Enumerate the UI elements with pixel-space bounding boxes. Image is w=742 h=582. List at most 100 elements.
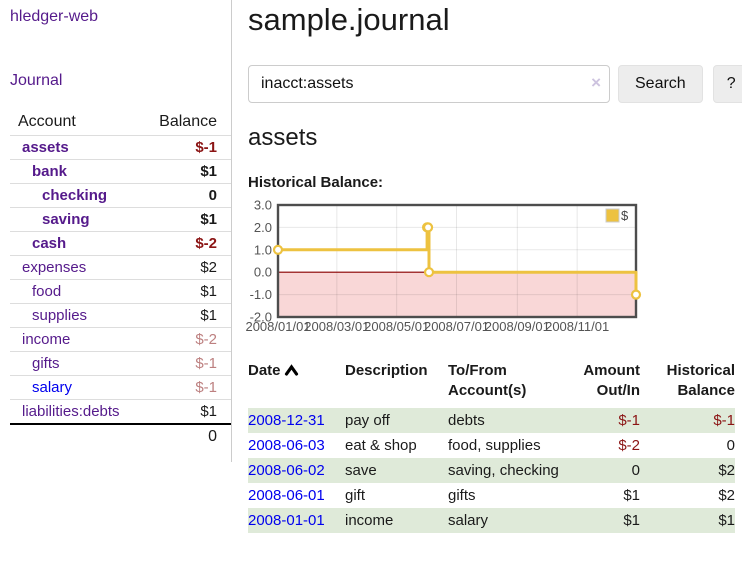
historical-balance-chart: $3.0 2.0 1.0 0.0 -1.0 -2.0 2008/01/01 2008/03/0… <box>245 198 742 340</box>
col-balance: Historical Balance <box>666 362 735 399</box>
account-row: liabilities:debts $1 <box>10 399 231 424</box>
clear-search-icon[interactable]: × <box>591 73 601 92</box>
y-tick-label: 3.0 <box>254 198 272 213</box>
legend-swatch-icon <box>605 208 620 223</box>
account-name-cell: income <box>10 327 138 352</box>
sidebar-account-link-assets[interactable]: assets <box>22 139 69 156</box>
sidebar-account-link-expenses[interactable]: expenses <box>22 259 87 276</box>
register-amount: $1 <box>623 512 640 529</box>
register-row: 2008-06-03 eat & shop food, supplies $-2 0 <box>248 433 735 458</box>
transaction-date-link[interactable]: 2008-06-03 <box>248 437 325 454</box>
account-balance: $-2 <box>137 327 231 352</box>
account-row: checking 0 <box>10 183 231 208</box>
transaction-date-link[interactable]: 2008-01-01 <box>248 512 325 529</box>
register-balance: $-1 <box>713 412 735 429</box>
register-date-cell: 2008-01-01 <box>248 508 345 533</box>
sidebar: hledger-web Journal Account Balance asse… <box>0 0 232 462</box>
register-accounts: food, supplies <box>448 437 541 454</box>
account-row: bank $1 <box>10 159 231 184</box>
transaction-date-link[interactable]: 2008-12-31 <box>248 412 325 429</box>
col-date-sort[interactable]: Date <box>248 361 345 408</box>
register-accounts: gifts <box>448 487 476 504</box>
account-name-cell: cash <box>10 231 138 256</box>
sidebar-account-link-gifts[interactable]: gifts <box>32 355 60 372</box>
app-title-link[interactable]: hledger-web <box>10 8 99 25</box>
sidebar-account-link-income[interactable]: income <box>22 331 71 348</box>
register-amount: 0 <box>631 462 640 479</box>
account-row: cash $-2 <box>10 231 231 256</box>
negative-region <box>278 272 636 317</box>
register-amount: $-2 <box>618 437 640 454</box>
accounts-total-value: 0 <box>137 423 231 448</box>
register-amount: $-1 <box>618 412 640 429</box>
register-description: pay off <box>345 412 390 429</box>
sidebar-account-link-bank[interactable]: bank <box>32 163 68 180</box>
chart-point <box>422 222 434 233</box>
col-date-label: Date <box>248 362 281 379</box>
sidebar-account-link-liabilities-debts[interactable]: liabilities:debts <box>22 403 120 420</box>
col-description: Description <box>345 362 428 379</box>
search-button[interactable]: Search <box>618 65 703 103</box>
register-table: Date Description To/From Account(s) Amou… <box>248 361 735 533</box>
search-input-wrap: × <box>248 65 610 103</box>
x-tick-label: 2008/01/01 <box>245 319 310 334</box>
register-description: gift <box>345 487 366 504</box>
search-form: × Search ? <box>248 65 742 103</box>
account-balance: 0 <box>137 183 231 208</box>
page-title: sample.journal <box>248 2 450 37</box>
account-name-cell: supplies <box>10 303 138 328</box>
col-amount: Amount Out/In <box>583 362 640 399</box>
account-balance: $1 <box>137 303 231 328</box>
sidebar-account-link-saving[interactable]: saving <box>42 211 90 228</box>
sidebar-account-link-food[interactable]: food <box>32 283 62 300</box>
account-name-cell: food <box>10 279 138 304</box>
accounts-table: Account Balance assets $-1 bank $1 checking 0… <box>10 111 231 448</box>
register-accounts: salary <box>448 512 489 529</box>
register-balance: $2 <box>718 487 735 504</box>
sidebar-account-link-checking[interactable]: checking <box>42 187 108 204</box>
account-name-cell: salary <box>10 375 138 400</box>
account-balance: $1 <box>137 399 231 424</box>
account-balance: $-2 <box>137 231 231 256</box>
account-balance: $-1 <box>137 351 231 376</box>
journal-nav: Journal <box>10 72 231 90</box>
account-row: expenses $2 <box>10 255 231 280</box>
account-row: saving $1 <box>10 207 231 232</box>
help-button[interactable]: ? <box>712 65 742 103</box>
account-name-cell: gifts <box>10 351 138 376</box>
main-content: sample.journal × Search ? assets Histori… <box>232 0 742 533</box>
register-accounts: saving, checking <box>448 462 559 479</box>
account-name-cell: bank <box>10 159 138 184</box>
accounts-body: assets $-1 bank $1 checking 0 saving $1 cash $-2 e… <box>10 135 231 424</box>
account-balance: $2 <box>137 255 231 280</box>
transaction-date-link[interactable]: 2008-06-01 <box>248 487 325 504</box>
chart-point <box>272 244 284 255</box>
account-name-cell: saving <box>10 207 138 232</box>
register-header-row: Date Description To/From Account(s) Amou… <box>248 361 735 408</box>
y-tick-label: 2.0 <box>254 220 272 235</box>
x-tick-label: 2008/05/01 <box>364 319 429 334</box>
transaction-date-link[interactable]: 2008-06-02 <box>248 462 325 479</box>
x-tick-label: 2008/03/01 <box>304 319 369 334</box>
x-tick-label: 2008/11/01 <box>545 319 609 334</box>
search-input[interactable] <box>248 65 610 103</box>
sidebar-account-link-cash[interactable]: cash <box>32 235 67 252</box>
col-accounts: To/From Account(s) <box>448 362 527 399</box>
register-date-cell: 2008-06-03 <box>248 433 345 458</box>
legend-label: $ <box>621 208 629 223</box>
account-heading: assets <box>248 124 318 151</box>
register-row: 2008-06-01 gift gifts $1 $2 <box>248 483 735 508</box>
sidebar-item-journal[interactable]: Journal <box>10 72 63 89</box>
y-tick-label: 1.0 <box>254 242 272 257</box>
register-date-cell: 2008-06-02 <box>248 458 345 483</box>
accounts-total-spacer <box>10 423 138 448</box>
register-row: 2008-06-02 save saving, checking 0 $2 <box>248 458 735 483</box>
sidebar-account-link-supplies[interactable]: supplies <box>32 307 88 324</box>
account-row: supplies $1 <box>10 303 231 328</box>
register-date-cell: 2008-06-01 <box>248 483 345 508</box>
sidebar-account-link-salary[interactable]: salary <box>32 379 73 396</box>
sort-asc-icon <box>284 364 298 376</box>
account-row: assets $-1 <box>10 135 231 160</box>
accounts-col-balance: Balance <box>159 113 217 130</box>
accounts-header-row: Account Balance <box>10 111 231 136</box>
